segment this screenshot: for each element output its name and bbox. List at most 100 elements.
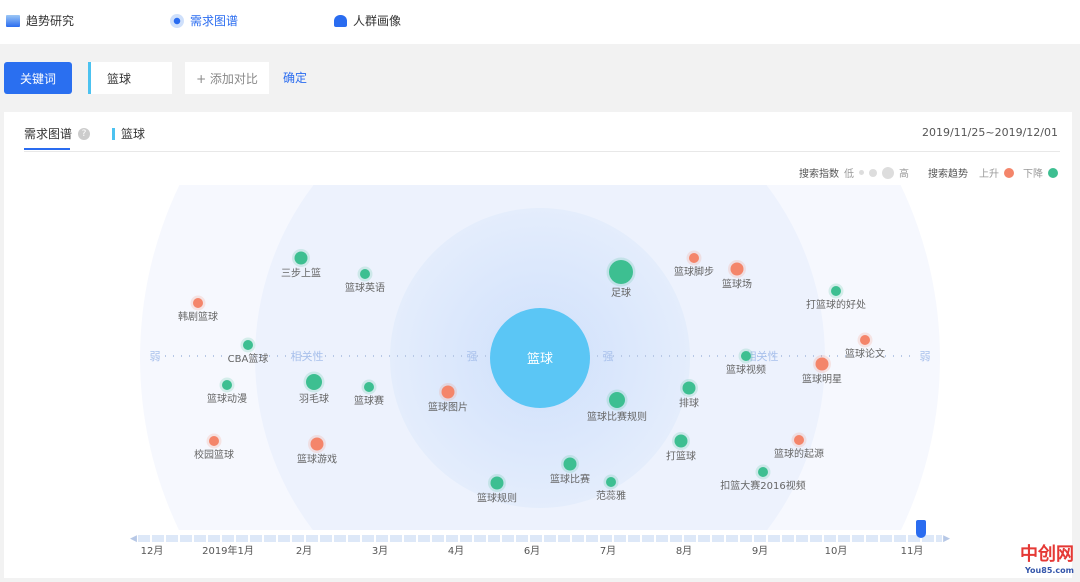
graph-node[interactable]: 篮球游戏 <box>297 435 337 466</box>
graph-node[interactable]: 打篮球的好处 <box>806 283 866 312</box>
node-label: 篮球游戏 <box>297 453 337 466</box>
center-node[interactable] <box>490 308 590 408</box>
divider <box>24 151 1060 152</box>
keyword-tag: 篮球 <box>112 125 145 142</box>
graph-node[interactable]: 篮球视频 <box>726 348 766 377</box>
node-label: 扣篮大赛2016视频 <box>720 479 805 492</box>
graph-node[interactable]: 篮球动漫 <box>207 377 247 406</box>
target-icon <box>170 13 184 28</box>
nav-demand-map[interactable]: 需求图谱 <box>170 12 238 29</box>
node-label: 羽毛球 <box>299 392 329 405</box>
timeline-slider[interactable]: ◀ ▶ <box>130 520 950 544</box>
node-dot[interactable] <box>364 382 374 392</box>
graph-node[interactable]: 篮球英语 <box>345 266 385 295</box>
node-dot[interactable] <box>609 260 633 284</box>
node-label: 三步上篮 <box>281 267 321 280</box>
timeline-tick: 8月 <box>675 546 693 557</box>
help-icon[interactable]: ? <box>78 127 91 140</box>
graph-node[interactable]: 篮球明星 <box>802 355 842 386</box>
size-mid-icon <box>869 168 877 177</box>
node-label: 足球 <box>611 286 631 299</box>
graph-node[interactable]: 足球 <box>606 257 636 300</box>
graph-node[interactable]: 篮球场 <box>722 260 752 291</box>
node-dot[interactable] <box>441 385 455 399</box>
chart-icon <box>6 14 20 27</box>
graph-node[interactable]: 排球 <box>679 379 699 410</box>
node-dot[interactable] <box>682 381 696 395</box>
node-dot[interactable] <box>815 357 829 371</box>
confirm-link[interactable]: 确定 <box>283 71 308 85</box>
axis-strong-left: 强 <box>467 350 478 363</box>
timeline-handle[interactable] <box>916 520 927 538</box>
node-label: 篮球视频 <box>726 363 766 376</box>
nav-trend[interactable]: 趋势研究 <box>6 12 74 29</box>
node-dot[interactable] <box>689 253 699 263</box>
graph-node[interactable]: 扣篮大赛2016视频 <box>720 464 806 493</box>
node-label: 篮球比赛规则 <box>587 410 647 423</box>
timeline-right-arrow[interactable]: ▶ <box>943 534 950 544</box>
center-label: 篮球 <box>527 352 553 367</box>
node-label: 篮球规则 <box>477 492 517 505</box>
node-dot[interactable] <box>606 477 616 487</box>
node-label: 范蕊雅 <box>596 489 626 502</box>
node-dot[interactable] <box>360 269 370 279</box>
node-label: 篮球赛 <box>354 394 384 407</box>
node-dot[interactable] <box>758 467 768 477</box>
node-dot[interactable] <box>831 286 841 296</box>
node-label: 篮球图片 <box>428 401 468 414</box>
node-dot[interactable] <box>794 435 804 445</box>
graph-node[interactable]: 篮球图片 <box>428 383 468 414</box>
node-label: 篮球论文 <box>845 347 885 360</box>
node-dot[interactable] <box>609 392 625 408</box>
node-dot[interactable] <box>310 437 324 451</box>
graph-node[interactable]: 篮球规则 <box>477 474 517 505</box>
timeline-tick: 4月 <box>447 546 465 557</box>
node-label: 篮球动漫 <box>207 392 247 405</box>
add-compare-button[interactable]: + 添加对比 <box>185 62 269 94</box>
graph-node[interactable]: 篮球的起源 <box>774 432 824 461</box>
node-dot[interactable] <box>193 298 203 308</box>
graph-node[interactable]: 篮球赛 <box>354 379 384 408</box>
graph-node[interactable]: 韩剧篮球 <box>178 295 218 324</box>
node-dot[interactable] <box>563 457 577 471</box>
node-dot[interactable] <box>222 380 232 390</box>
node-dot[interactable] <box>490 476 504 490</box>
tab-demand-map[interactable]: 需求图谱? <box>24 125 91 142</box>
node-dot[interactable] <box>674 434 688 448</box>
node-label: 篮球的起源 <box>774 447 824 460</box>
node-dot[interactable] <box>243 340 253 350</box>
graph-node[interactable]: 羽毛球 <box>299 371 329 406</box>
size-small-icon <box>859 170 864 175</box>
timeline-left-arrow[interactable]: ◀ <box>130 534 137 544</box>
axis-weak-left: 弱 <box>150 350 161 363</box>
node-dot[interactable] <box>294 251 308 265</box>
node-dot[interactable] <box>860 335 870 345</box>
keyword-input[interactable]: 篮球 <box>88 62 172 94</box>
legend: 搜索指数低 高 搜索趋势 上升 下降 <box>799 165 1058 180</box>
graph-node[interactable]: 篮球比赛规则 <box>587 389 647 424</box>
node-dot[interactable] <box>209 436 219 446</box>
nav-portrait[interactable]: 人群画像 <box>334 12 401 29</box>
graph-node[interactable]: 篮球比赛 <box>550 455 590 486</box>
size-large-icon <box>882 166 894 179</box>
graph-node[interactable]: 打篮球 <box>666 432 696 463</box>
node-dot[interactable] <box>741 351 751 361</box>
graph-node[interactable]: 篮球脚步 <box>674 250 714 279</box>
graph-node[interactable]: 校园篮球 <box>194 433 234 462</box>
timeline-tick: 10月 <box>824 546 848 557</box>
node-dot[interactable] <box>730 262 744 276</box>
keyword-type-button[interactable]: 关键词 <box>4 62 72 94</box>
node-label: 篮球明星 <box>802 373 842 386</box>
timeline-tick: 7月 <box>599 546 617 557</box>
node-label: 篮球比赛 <box>550 473 590 486</box>
node-dot[interactable] <box>306 374 322 390</box>
node-label: 篮球脚步 <box>674 265 714 278</box>
node-label: 打篮球 <box>666 450 696 463</box>
graph-node[interactable]: 篮球论文 <box>845 332 885 361</box>
graph-node[interactable]: 范蕊雅 <box>596 474 626 503</box>
user-icon <box>334 14 347 27</box>
graph-node[interactable]: 三步上篮 <box>281 249 321 280</box>
axis-strong-right: 强 <box>603 350 614 363</box>
graph-node[interactable]: CBA篮球 <box>228 337 269 366</box>
